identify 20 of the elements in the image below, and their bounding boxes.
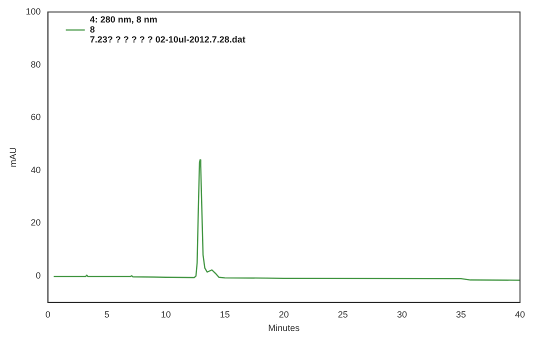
- legend-title: 4: 280 nm, 8 nm: [90, 14, 158, 24]
- y-tick-label: 0: [36, 270, 41, 280]
- annotation: 7.23? ? ? ? ? ? 02-10ul-2012.7.28.dat: [90, 34, 246, 44]
- y-tick-label: 40: [30, 164, 41, 175]
- y-axis-title: mAU: [8, 147, 18, 168]
- x-tick-label: 20: [278, 309, 289, 320]
- x-tick-label: 35: [456, 309, 466, 320]
- x-axis-title: Minutes: [268, 323, 300, 334]
- y-tick-label: 60: [30, 112, 41, 122]
- x-tick-label: 15: [220, 309, 230, 320]
- x-tick-label: 40: [514, 309, 526, 320]
- x-tick-label: 30: [396, 309, 407, 320]
- y-tick-label: 80: [30, 59, 41, 70]
- x-tick-label: 25: [338, 309, 348, 320]
- x-tick-label: 5: [104, 309, 110, 320]
- y-tick-label: 20: [30, 218, 41, 228]
- legend-label: 8: [90, 24, 95, 34]
- x-tick-label: 0: [45, 309, 50, 320]
- x-tick-label: 10: [160, 309, 171, 320]
- y-tick-label: 100: [26, 6, 41, 16]
